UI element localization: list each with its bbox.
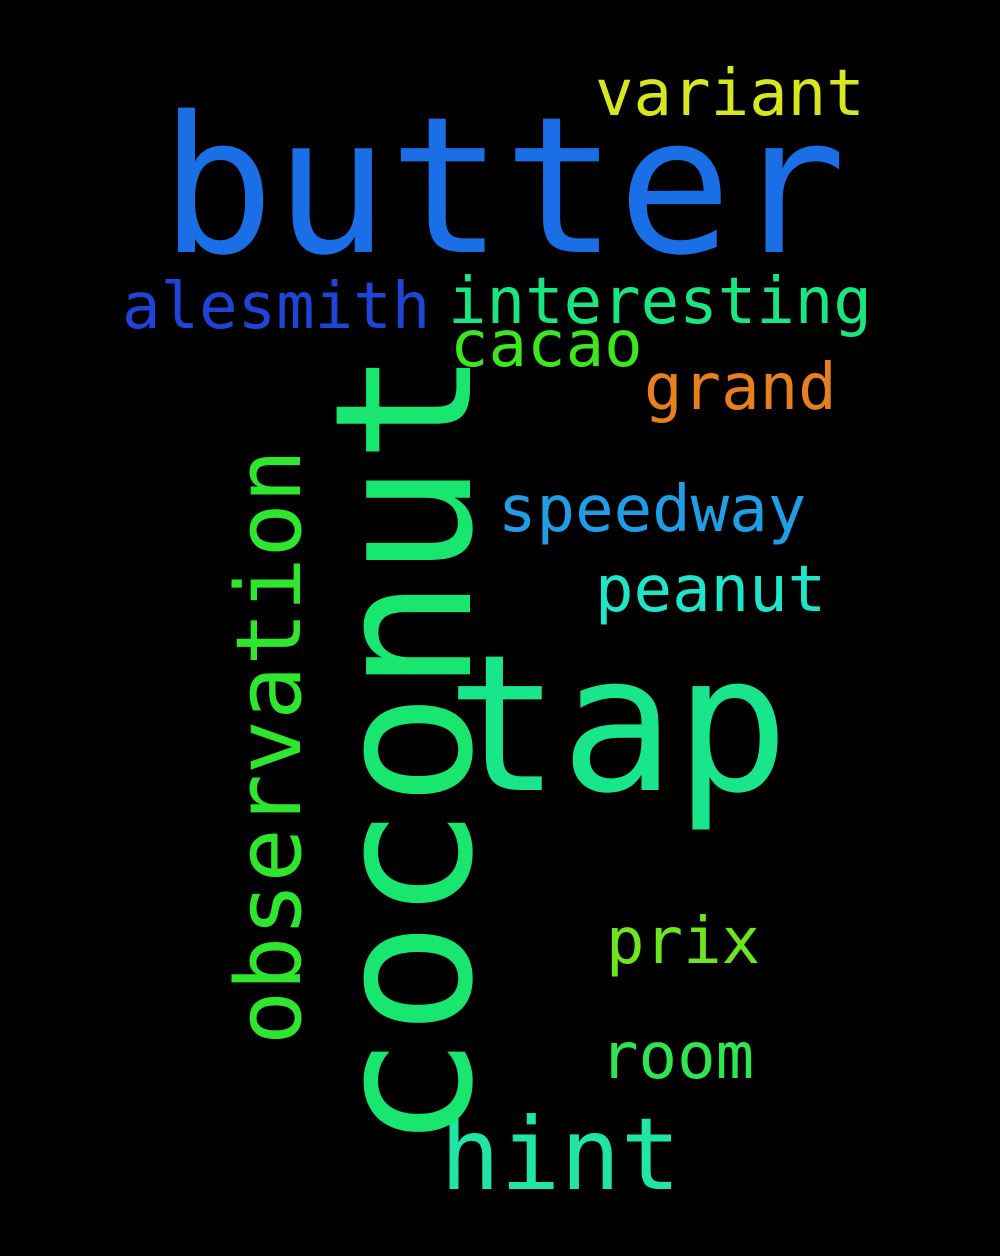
- word-interesting: interesting: [448, 265, 872, 339]
- word-cacao: cacao: [450, 308, 643, 382]
- word-observation: observation: [217, 448, 322, 1045]
- word-coconut: coconut: [294, 349, 515, 1150]
- word-room: room: [600, 1020, 755, 1094]
- word-prix: prix: [606, 905, 761, 979]
- word-variant: variant: [595, 57, 865, 131]
- word-grand: grand: [644, 351, 837, 425]
- word-hint: hint: [440, 1096, 681, 1213]
- word-peanut: peanut: [595, 553, 827, 627]
- word-butter: butter: [160, 76, 847, 297]
- word-tap: tap: [446, 614, 790, 835]
- word-speedway: speedway: [498, 473, 807, 547]
- word-alesmith: alesmith: [122, 270, 431, 344]
